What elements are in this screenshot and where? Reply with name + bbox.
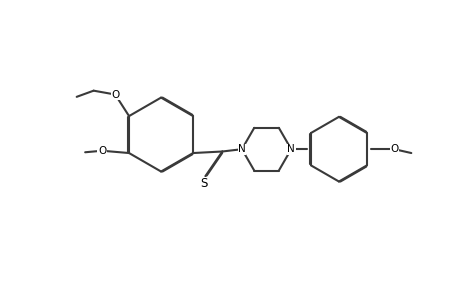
Text: N: N <box>237 144 245 154</box>
Text: O: O <box>111 89 119 100</box>
Text: N: N <box>287 144 294 154</box>
Text: N: N <box>237 144 245 154</box>
Text: O: O <box>98 146 106 156</box>
Text: O: O <box>111 89 119 100</box>
Text: O: O <box>98 146 106 156</box>
Text: N: N <box>287 144 294 154</box>
Text: O: O <box>389 144 397 154</box>
Text: S: S <box>200 177 207 190</box>
Text: S: S <box>200 177 207 190</box>
Text: O: O <box>389 144 397 154</box>
